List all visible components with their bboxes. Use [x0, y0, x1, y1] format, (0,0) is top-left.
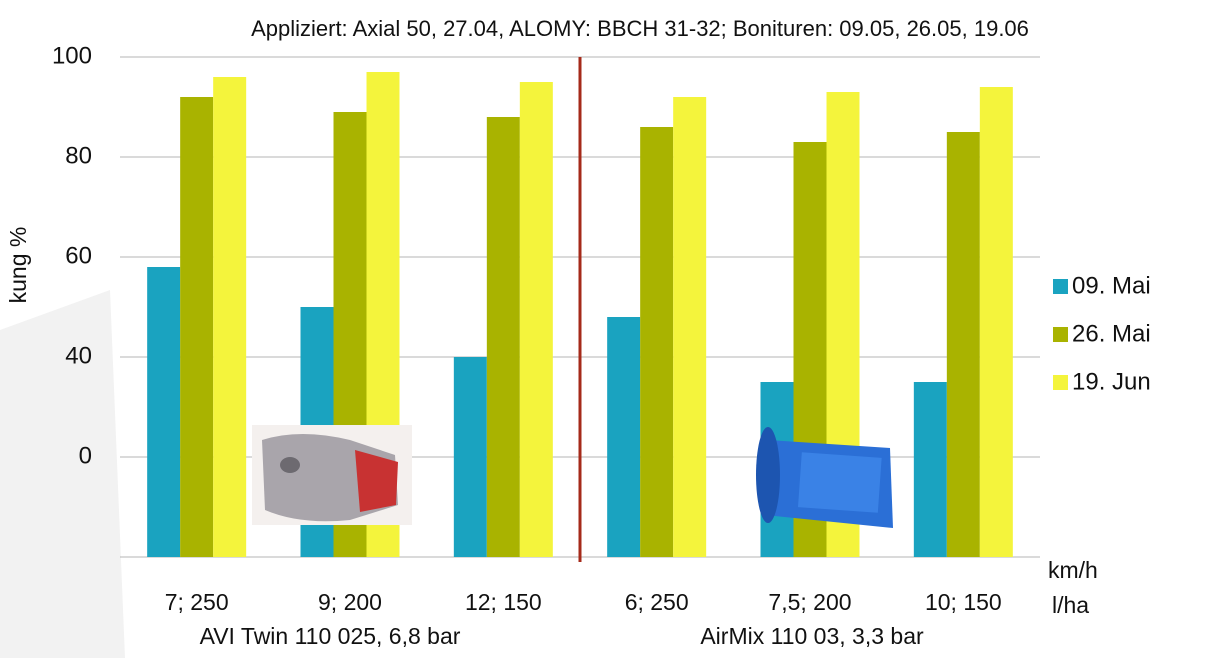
nozzle-photo	[252, 425, 412, 525]
legend-label: 26. Mai	[1072, 320, 1151, 347]
bar	[180, 97, 213, 557]
bar	[487, 117, 520, 557]
x-tick-label: 10; 150	[925, 589, 1002, 615]
x-tick-label: 7; 250	[165, 589, 229, 615]
y-tick-label: 60	[65, 242, 92, 269]
y-tick-label: 0	[79, 442, 92, 469]
bar	[947, 132, 980, 557]
legend-swatch	[1053, 375, 1068, 390]
x-unit: l/ha	[1052, 592, 1089, 618]
background-shape	[0, 290, 125, 658]
bar	[454, 357, 487, 557]
bar	[213, 77, 246, 557]
x-tick-label: 7,5; 200	[768, 589, 851, 615]
legend-label: 09. Mai	[1072, 272, 1151, 299]
chart-title: Appliziert: Axial 50, 27.04, ALOMY: BBCH…	[251, 16, 1029, 41]
x-tick-label: 9; 200	[318, 589, 382, 615]
bar	[607, 317, 640, 557]
legend-label: 19. Jun	[1072, 368, 1151, 395]
bar	[520, 82, 553, 557]
page: Appliziert: Axial 50, 27.04, ALOMY: BBCH…	[0, 0, 1207, 658]
bar	[980, 87, 1013, 557]
x-tick-label: 12; 150	[465, 589, 542, 615]
x-unit: km/h	[1048, 557, 1098, 583]
y-axis-label: kung %	[5, 227, 31, 304]
y-tick-label: 40	[65, 342, 92, 369]
y-tick-label: 100	[52, 42, 92, 69]
nozzle-rim	[756, 427, 780, 523]
bar	[147, 267, 180, 557]
chart: Appliziert: Axial 50, 27.04, ALOMY: BBCH…	[0, 0, 1207, 658]
y-tick-label: 80	[65, 142, 92, 169]
group-label: AVI Twin 110 025, 6,8 bar	[200, 623, 461, 649]
nozzle-label	[798, 452, 882, 512]
nozzle-hole	[280, 457, 300, 473]
legend-swatch	[1053, 279, 1068, 294]
legend-swatch	[1053, 327, 1068, 342]
x-tick-label: 6; 250	[625, 589, 689, 615]
bar	[640, 127, 673, 557]
bar	[673, 97, 706, 557]
group-label: AirMix 110 03, 3,3 bar	[700, 623, 924, 649]
bar	[914, 382, 947, 557]
